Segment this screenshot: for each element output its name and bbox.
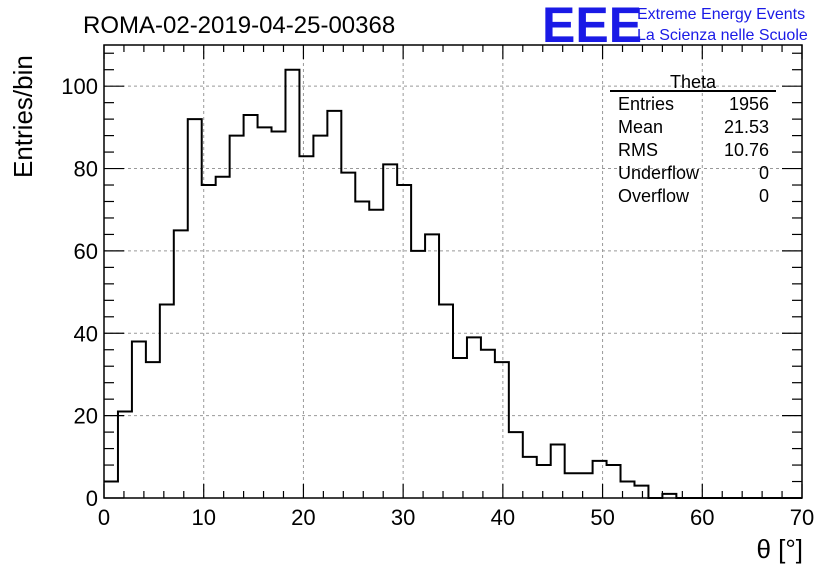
stats-value: 21.53: [724, 117, 769, 137]
histogram-bin: [341, 173, 355, 498]
logo-line-1: Extreme Energy Events: [637, 6, 805, 23]
histogram-bin: [285, 70, 299, 498]
y-tick-label: 100: [61, 74, 98, 99]
histogram-bin: [565, 473, 579, 498]
x-tick-label: 70: [790, 505, 814, 530]
x-tick-label: 40: [491, 505, 515, 530]
eee-logo: EEE: [542, 0, 642, 53]
logo-line-2: La Scienza nelle Scuole: [637, 27, 808, 44]
histogram-bin: [397, 185, 411, 498]
histogram-bin: [523, 457, 537, 498]
histogram-bin: [467, 337, 481, 498]
histogram-bin: [537, 465, 551, 498]
y-axis-ticks: [104, 52, 802, 499]
chart-title: ROMA-02-2019-04-25-00368: [83, 12, 395, 39]
x-tick-labels: 0 10 20 30 40 50 60 70: [98, 505, 814, 530]
y-tick-label: 60: [74, 239, 98, 264]
histogram-bin: [607, 465, 621, 498]
stats-value: 10.76: [724, 140, 769, 160]
histogram-outline: [104, 68, 802, 499]
histogram-bin: [481, 350, 495, 498]
histogram-bin: [411, 251, 425, 498]
x-tick-label: 30: [391, 505, 415, 530]
histogram-bin: [244, 115, 258, 498]
histogram-bin: [258, 127, 272, 498]
histogram-bin: [216, 177, 230, 498]
stats-value: 0: [759, 163, 769, 183]
y-tick-label: 40: [74, 321, 98, 346]
y-tick-label: 80: [74, 157, 98, 182]
histogram-bin: [383, 164, 397, 498]
y-tick-label: 0: [86, 486, 98, 511]
x-axis-ticks: [103, 45, 803, 498]
stats-label: Overflow: [618, 186, 690, 206]
plot-frame: [103, 44, 803, 499]
stats-value: 1956: [729, 94, 769, 114]
y-tick-label: 20: [74, 404, 98, 429]
histogram-bin: [188, 119, 202, 498]
histogram-bin: [495, 362, 509, 498]
histogram-bin: [593, 461, 607, 498]
histogram-bin: [118, 412, 132, 498]
histogram-bin: [634, 486, 648, 498]
histogram-bin: [272, 131, 286, 498]
grid: [104, 45, 802, 498]
x-tick-label: 10: [191, 505, 215, 530]
stats-label: RMS: [618, 140, 658, 160]
histogram-bin: [230, 136, 244, 498]
stats-value: 0: [759, 186, 769, 206]
x-axis-label: θ [°]: [756, 534, 803, 564]
x-tick-label: 0: [98, 505, 110, 530]
stats-box: Theta Entries 1956 Mean 21.53 RMS 10.76 Underf…: [610, 72, 776, 206]
y-axis-label: Entries/bin: [8, 55, 38, 178]
stats-label: Entries: [618, 94, 674, 114]
histogram-bin: [146, 362, 160, 498]
histogram-bin: [453, 358, 467, 498]
histogram-bin: [551, 444, 565, 498]
histogram-bin: [132, 342, 146, 498]
y-tick-labels: 0 20 40 60 80 100: [61, 74, 98, 511]
x-tick-label: 60: [690, 505, 714, 530]
x-tick-label: 50: [590, 505, 614, 530]
histogram-bin: [313, 136, 327, 498]
histogram-bin: [174, 230, 188, 498]
stats-label: Underflow: [618, 163, 700, 183]
stats-title: Theta: [670, 72, 717, 92]
histogram-bin: [509, 432, 523, 498]
histogram-bin: [104, 482, 118, 498]
histogram-bin: [579, 473, 593, 498]
histogram-bin: [425, 234, 439, 498]
stats-rows: Entries 1956 Mean 21.53 RMS 10.76 Underflow 0 Ov…: [618, 94, 769, 206]
histogram-bins: [104, 70, 676, 498]
histogram-bin: [355, 201, 369, 498]
x-tick-label: 20: [291, 505, 315, 530]
histogram-bin: [369, 210, 383, 498]
stats-label: Mean: [618, 117, 663, 137]
histogram-bin: [299, 156, 313, 498]
